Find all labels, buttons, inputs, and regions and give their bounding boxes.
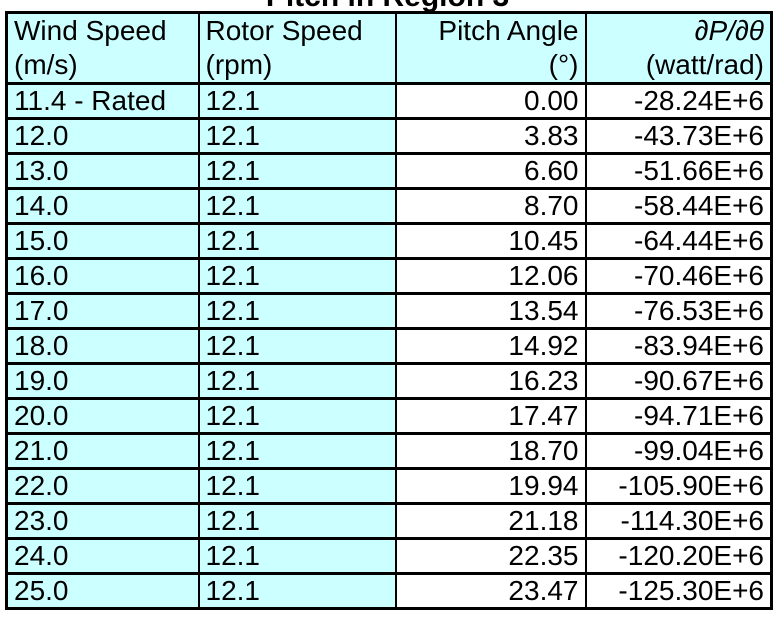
cell-wind-speed: 24.0: [5, 537, 200, 575]
cell-power-pitch-sensitivity: -105.90E+6: [584, 467, 773, 505]
table-row: 17.0 12.1 13.54 -76.53E+6: [5, 292, 773, 330]
table-row: 21.0 12.1 18.70 -99.04E+6: [5, 432, 773, 470]
header-unit: (m/s): [14, 49, 78, 80]
cell-power-pitch-sensitivity: -64.44E+6: [584, 222, 773, 260]
title-clip-region: Pitch in Region 3: [5, 0, 770, 11]
cell-wind-speed: 14.0: [5, 187, 200, 225]
cell-pitch-angle: 0.00: [394, 82, 587, 120]
cell-pitch-angle: 21.18: [394, 502, 587, 540]
table-row: 22.0 12.1 19.94 -105.90E+6: [5, 467, 773, 505]
page-title: Pitch in Region 3: [5, 0, 770, 11]
cell-rotor-speed: 12.1: [197, 292, 397, 330]
table-row: 16.0 12.1 12.06 -70.46E+6: [5, 257, 773, 295]
cell-pitch-angle: 6.60: [394, 152, 587, 190]
table-row: 23.0 12.1 21.18 -114.30E+6: [5, 502, 773, 540]
header-cell-wind-speed: Wind Speed (m/s): [5, 11, 200, 85]
header-unit: (watt/rad): [645, 49, 764, 80]
cell-rotor-speed: 12.1: [197, 502, 397, 540]
pitch-sensitivity-table: Wind Speed (m/s) Rotor Speed (rpm) Pitch…: [5, 11, 773, 610]
header-cell-rotor-speed: Rotor Speed (rpm): [197, 11, 397, 85]
cell-rotor-speed: 12.1: [197, 572, 397, 610]
table-row: 14.0 12.1 8.70 -58.44E+6: [5, 187, 773, 225]
cell-wind-speed: 11.4 - Rated: [5, 82, 200, 120]
cell-rotor-speed: 12.1: [197, 537, 397, 575]
header-unit: (rpm): [205, 49, 273, 80]
cell-rotor-speed: 12.1: [197, 397, 397, 435]
table-row: 12.0 12.1 3.83 -43.73E+6: [5, 117, 773, 155]
header-label: Wind Speed: [14, 15, 167, 47]
cell-power-pitch-sensitivity: -28.24E+6: [584, 82, 773, 120]
cell-rotor-speed: 12.1: [197, 222, 397, 260]
cell-power-pitch-sensitivity: -76.53E+6: [584, 292, 773, 330]
header-label: ∂P/∂θ: [694, 15, 764, 47]
cell-power-pitch-sensitivity: -90.67E+6: [584, 362, 773, 400]
cell-wind-speed: 22.0: [5, 467, 200, 505]
cell-wind-speed: 20.0: [5, 397, 200, 435]
cell-wind-speed: 15.0: [5, 222, 200, 260]
cell-power-pitch-sensitivity: -70.46E+6: [584, 257, 773, 295]
cell-wind-speed: 18.0: [5, 327, 200, 365]
cell-pitch-angle: 17.47: [394, 397, 587, 435]
cell-rotor-speed: 12.1: [197, 152, 397, 190]
cell-rotor-speed: 12.1: [197, 257, 397, 295]
cell-pitch-angle: 22.35: [394, 537, 587, 575]
cell-wind-speed: 23.0: [5, 502, 200, 540]
cell-wind-speed: 12.0: [5, 117, 200, 155]
table-row: 20.0 12.1 17.47 -94.71E+6: [5, 397, 773, 435]
table-row: 24.0 12.1 22.35 -120.20E+6: [5, 537, 773, 575]
cell-rotor-speed: 12.1: [197, 82, 397, 120]
cell-rotor-speed: 12.1: [197, 362, 397, 400]
cell-pitch-angle: 23.47: [394, 572, 587, 610]
table-row: 18.0 12.1 14.92 -83.94E+6: [5, 327, 773, 365]
header-label: Pitch Angle: [438, 15, 579, 47]
header-cell-pitch-angle: Pitch Angle (°): [394, 11, 587, 85]
cell-pitch-angle: 8.70: [394, 187, 587, 225]
table-row: 13.0 12.1 6.60 -51.66E+6: [5, 152, 773, 190]
cell-power-pitch-sensitivity: -83.94E+6: [584, 327, 773, 365]
cell-wind-speed: 17.0: [5, 292, 200, 330]
cell-power-pitch-sensitivity: -114.30E+6: [584, 502, 773, 540]
table-body: 11.4 - Rated 12.1 0.00 -28.24E+6 12.0 12.1 3.8…: [5, 82, 773, 610]
cell-pitch-angle: 12.06: [394, 257, 587, 295]
cell-wind-speed: 19.0: [5, 362, 200, 400]
cell-pitch-angle: 3.83: [394, 117, 587, 155]
header-unit: (°): [548, 49, 579, 80]
cell-rotor-speed: 12.1: [197, 187, 397, 225]
cell-wind-speed: 25.0: [5, 572, 200, 610]
table-row: 19.0 12.1 16.23 -90.67E+6: [5, 362, 773, 400]
table-row: 25.0 12.1 23.47 -125.30E+6: [5, 572, 773, 610]
cell-rotor-speed: 12.1: [197, 117, 397, 155]
cell-power-pitch-sensitivity: -125.30E+6: [584, 572, 773, 610]
cell-pitch-angle: 18.70: [394, 432, 587, 470]
header-cell-power-pitch-sensitivity: ∂P/∂θ (watt/rad): [584, 11, 773, 85]
cell-wind-speed: 21.0: [5, 432, 200, 470]
cell-pitch-angle: 16.23: [394, 362, 587, 400]
cell-pitch-angle: 13.54: [394, 292, 587, 330]
header-label: Rotor Speed: [205, 15, 363, 47]
cell-power-pitch-sensitivity: -51.66E+6: [584, 152, 773, 190]
cell-wind-speed: 16.0: [5, 257, 200, 295]
cell-wind-speed: 13.0: [5, 152, 200, 190]
cell-pitch-angle: 14.92: [394, 327, 587, 365]
cell-power-pitch-sensitivity: -94.71E+6: [584, 397, 773, 435]
table-header: Wind Speed (m/s) Rotor Speed (rpm) Pitch…: [5, 11, 773, 85]
cell-power-pitch-sensitivity: -99.04E+6: [584, 432, 773, 470]
cell-rotor-speed: 12.1: [197, 467, 397, 505]
cell-power-pitch-sensitivity: -43.73E+6: [584, 117, 773, 155]
cell-pitch-angle: 19.94: [394, 467, 587, 505]
cell-rotor-speed: 12.1: [197, 327, 397, 365]
header-row: Wind Speed (m/s) Rotor Speed (rpm) Pitch…: [5, 11, 773, 85]
cell-power-pitch-sensitivity: -58.44E+6: [584, 187, 773, 225]
table-row: 15.0 12.1 10.45 -64.44E+6: [5, 222, 773, 260]
cell-power-pitch-sensitivity: -120.20E+6: [584, 537, 773, 575]
cell-rotor-speed: 12.1: [197, 432, 397, 470]
table-row: 11.4 - Rated 12.1 0.00 -28.24E+6: [5, 82, 773, 120]
cell-pitch-angle: 10.45: [394, 222, 587, 260]
